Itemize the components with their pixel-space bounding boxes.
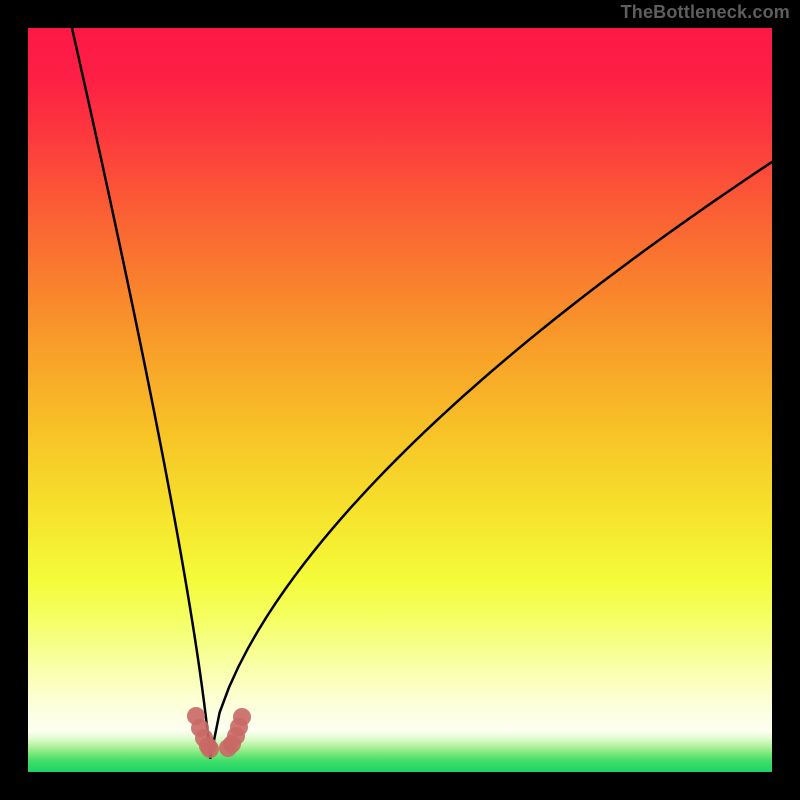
gradient-background: [28, 28, 772, 772]
attribution-text: TheBottleneck.com: [621, 2, 790, 23]
marker-dot: [233, 708, 251, 726]
chart-svg: [28, 28, 772, 772]
marker-dot: [201, 740, 219, 758]
plot-area: [28, 28, 772, 772]
